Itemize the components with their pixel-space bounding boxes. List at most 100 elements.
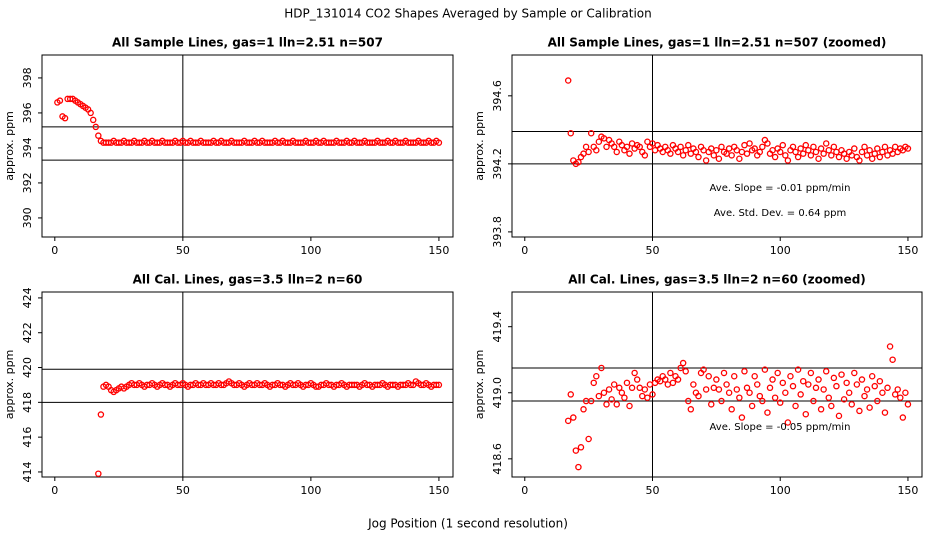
- data-point: [756, 148, 764, 156]
- data-point: [89, 116, 97, 124]
- data-point: [567, 391, 575, 398]
- data-point: [776, 148, 784, 156]
- data-point: [95, 470, 102, 477]
- data-point: [902, 389, 909, 397]
- data-point: [822, 368, 830, 375]
- data-point: [863, 152, 871, 159]
- data-point: [433, 381, 440, 389]
- data-point: [876, 153, 884, 161]
- data-point: [736, 155, 743, 163]
- data-point: [667, 369, 674, 377]
- data-point: [95, 132, 102, 139]
- data-point: [891, 391, 899, 398]
- data-point: [595, 138, 603, 145]
- data-point: [685, 397, 692, 405]
- data-point: [718, 397, 725, 405]
- data-point: [848, 401, 856, 408]
- y-tick-label: 396: [21, 102, 34, 123]
- data-point: [789, 382, 797, 390]
- data-point: [590, 379, 597, 387]
- data-point: [702, 157, 710, 164]
- data-point: [820, 386, 827, 393]
- data-point: [97, 411, 105, 418]
- data-point: [774, 369, 781, 377]
- y-axis-label: approx. ppm: [473, 350, 486, 420]
- data-point: [807, 369, 815, 377]
- data-point: [56, 97, 64, 104]
- data-point: [810, 397, 817, 405]
- data-point: [728, 406, 735, 413]
- data-point: [713, 147, 720, 154]
- x-tick-label: 100: [300, 484, 321, 497]
- data-point: [667, 150, 674, 157]
- data-point: [687, 150, 695, 157]
- data-point: [710, 152, 718, 159]
- data-point: [830, 374, 838, 382]
- data-point: [845, 389, 853, 397]
- data-point: [861, 143, 868, 151]
- data-point: [715, 386, 723, 393]
- data-point: [651, 147, 659, 154]
- y-tick-label: 424: [21, 287, 34, 308]
- data-point: [692, 148, 700, 156]
- data-point: [687, 406, 695, 413]
- data-point: [633, 376, 641, 383]
- data-point: [641, 386, 649, 393]
- data-point: [685, 141, 692, 149]
- x-tick-label: 0: [521, 484, 528, 497]
- data-point: [807, 152, 815, 159]
- data-point: [690, 381, 697, 388]
- y-tick-label: 390: [21, 207, 34, 228]
- data-point: [407, 381, 414, 389]
- data-point: [710, 384, 718, 392]
- data-point: [728, 152, 735, 159]
- data-point: [61, 114, 69, 122]
- data-point: [899, 414, 907, 421]
- data-point: [580, 406, 587, 413]
- data-point: [787, 372, 794, 380]
- data-point: [817, 406, 825, 413]
- y-axis-label: approx. ppm: [473, 111, 486, 181]
- data-point: [718, 143, 725, 151]
- data-point: [876, 377, 884, 385]
- data-point: [720, 369, 728, 377]
- data-point: [782, 152, 789, 159]
- data-point: [833, 382, 840, 390]
- x-tick-label: 150: [897, 244, 918, 257]
- data-point: [897, 394, 904, 401]
- data-point: [810, 143, 817, 151]
- data-point: [674, 148, 682, 156]
- data-point: [641, 152, 649, 159]
- data-point: [820, 150, 827, 157]
- data-point: [815, 376, 822, 383]
- data-point: [815, 155, 822, 163]
- data-point: [771, 394, 779, 401]
- data-point: [723, 381, 730, 388]
- data-point: [628, 140, 636, 147]
- data-point: [851, 369, 858, 377]
- data-point: [567, 129, 575, 137]
- plot-frame: [511, 54, 923, 238]
- data-point: [570, 414, 577, 421]
- x-tick-label: 0: [521, 244, 528, 257]
- data-point: [802, 141, 810, 149]
- data-point: [679, 359, 687, 367]
- data-point: [828, 152, 835, 159]
- data-point: [585, 148, 592, 156]
- data-point: [725, 389, 733, 397]
- x-axis-label: Jog Position (1 second resolution): [367, 517, 568, 531]
- data-point: [779, 141, 787, 149]
- data-point: [677, 143, 684, 151]
- data-point: [871, 150, 878, 157]
- y-tick-label: 419.4: [491, 311, 504, 343]
- data-point: [702, 386, 710, 393]
- data-point: [812, 148, 820, 156]
- data-point: [805, 381, 812, 388]
- data-point: [799, 150, 807, 157]
- x-tick-label: 50: [645, 244, 659, 257]
- data-point: [886, 343, 894, 350]
- data-point: [863, 386, 871, 393]
- data-point: [766, 384, 774, 392]
- data-point: [613, 401, 620, 408]
- data-point: [613, 148, 620, 156]
